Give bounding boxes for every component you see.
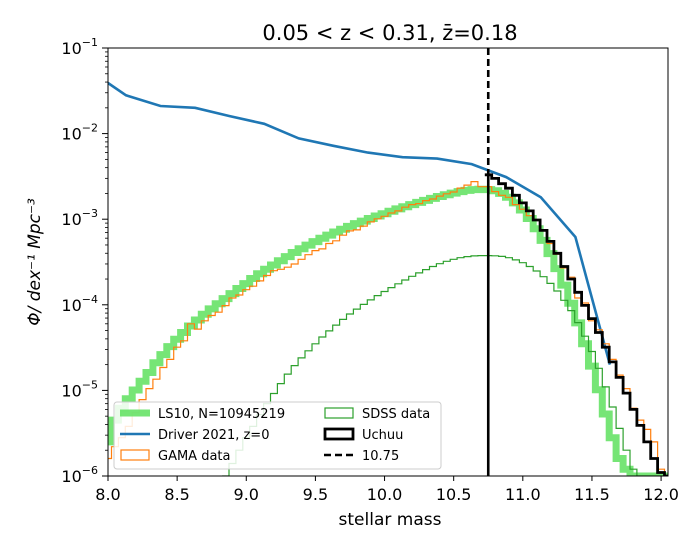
y-tick-label-0: 10−6 — [61, 464, 98, 486]
y-tick-exp-4: −2 — [82, 122, 98, 135]
series-line-3 — [222, 255, 665, 476]
x-tick-label-3: 9.5 — [303, 485, 328, 504]
y-axis-label: Φ/ dex⁻¹ Mpc⁻³ — [25, 198, 45, 326]
x-tick-label-7: 11.5 — [574, 485, 610, 504]
y-tick-exp-2: −4 — [82, 293, 98, 306]
y-tick-label-1: 10−5 — [61, 378, 98, 400]
legend-label-3: SDSS data — [362, 407, 430, 422]
legend: LS10, N=10945219 Driver 2021, z=0 GAMA dat… — [113, 401, 442, 470]
y-tick-label-3: 10−3 — [61, 207, 98, 229]
x-axis-label: stellar mass — [339, 510, 442, 530]
series-line-4 — [484, 173, 668, 476]
legend-handle-2 — [120, 449, 150, 461]
y-tick-label-2: 10−4 — [61, 293, 98, 315]
legend-handle-3 — [324, 407, 354, 419]
legend-label-5: 10.75 — [362, 449, 399, 464]
y-tick-base-3: 10 — [61, 210, 81, 229]
x-tick-label-1: 8.5 — [164, 485, 189, 504]
legend-box — [113, 401, 442, 470]
legend-label-0: LS10, N=10945219 — [158, 407, 285, 422]
y-tick-exp-0: −6 — [82, 464, 98, 477]
x-tick-label-2: 9.0 — [234, 485, 259, 504]
legend-label-4: Uchuu — [362, 428, 403, 443]
axes: 8.0 8.5 9.0 9.5 10.0 10.5 11.0 11.5 12.010−610−5… — [61, 36, 678, 504]
legend-handle-4 — [323, 427, 355, 441]
y-tick-base-5: 10 — [61, 39, 81, 58]
y-tick-exp-1: −5 — [82, 378, 98, 391]
x-tick-label-4: 10.0 — [367, 485, 403, 504]
plot-area — [108, 48, 668, 476]
series-group — [108, 81, 668, 476]
y-tick-base-0: 10 — [61, 467, 81, 486]
y-tick-exp-3: −3 — [82, 207, 98, 220]
series-line-1 — [108, 81, 612, 365]
y-tick-label-4: 10−2 — [61, 122, 98, 144]
y-tick-base-1: 10 — [61, 381, 81, 400]
x-tick-label-0: 8.0 — [95, 485, 120, 504]
y-tick-base-2: 10 — [61, 296, 81, 315]
y-tick-base-4: 10 — [61, 125, 81, 144]
axes-frame — [107, 47, 669, 477]
x-tick-label-5: 10.5 — [436, 485, 472, 504]
x-tick-label-8: 12.0 — [643, 485, 679, 504]
chart-title: 0.05 < z < 0.31, z̄=0.18 — [262, 21, 517, 45]
legend-label-1: Driver 2021, z=0 — [158, 428, 269, 443]
x-tick-label-6: 11.0 — [505, 485, 541, 504]
legend-label-2: GAMA data — [158, 449, 231, 464]
y-tick-label-5: 10−1 — [61, 36, 98, 58]
y-tick-exp-5: −1 — [82, 36, 98, 49]
